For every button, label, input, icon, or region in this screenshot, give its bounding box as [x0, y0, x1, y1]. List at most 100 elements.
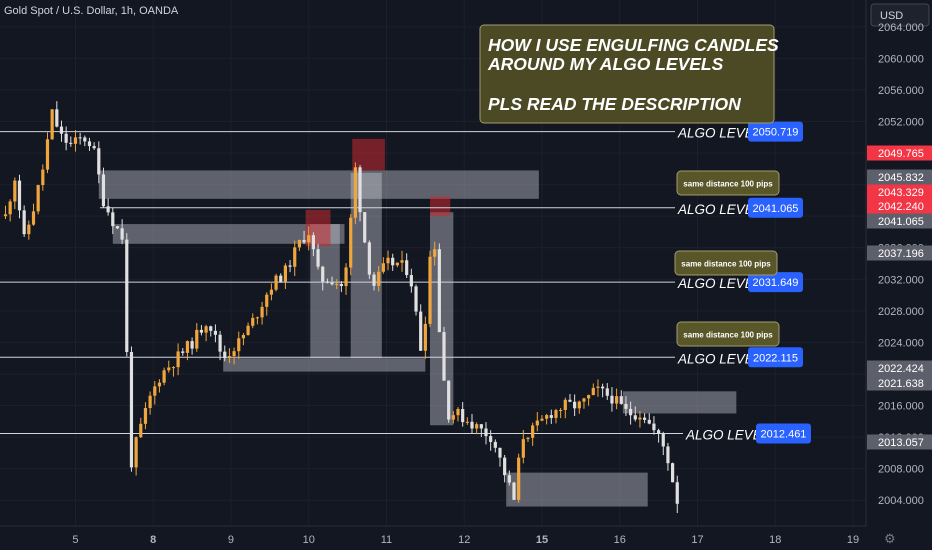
candle-body	[587, 395, 591, 399]
candle-body	[106, 206, 110, 213]
settings-gear-icon[interactable]: ⚙	[884, 531, 896, 546]
candle-body	[409, 275, 413, 287]
candle-body	[610, 395, 614, 404]
time-tick-label: 9	[228, 534, 234, 546]
candle-body	[475, 424, 479, 429]
candle-body	[143, 408, 148, 424]
candle-body	[325, 281, 329, 283]
algo-level-label: ALGO LEVEL	[677, 202, 761, 217]
currency-badge[interactable]	[870, 3, 930, 27]
candle-body	[97, 148, 101, 175]
candle-body	[605, 388, 609, 396]
candle-body	[288, 265, 292, 267]
candle-body	[307, 235, 311, 243]
candle-body	[470, 421, 474, 429]
candle-body	[255, 317, 260, 319]
price-tick-label: 2004.000	[878, 495, 924, 507]
candle-body	[195, 329, 199, 349]
price-axis-background	[866, 0, 932, 550]
candle-body	[302, 239, 306, 243]
candle-body	[661, 433, 665, 447]
time-tick-label: 16	[614, 534, 626, 546]
candle-body	[531, 425, 535, 438]
candle-body	[433, 249, 437, 257]
candle-body	[223, 351, 227, 359]
candle-body	[517, 457, 521, 500]
candle-body	[461, 409, 465, 423]
candle-body	[559, 410, 563, 412]
candle-body	[657, 430, 661, 434]
time-tick-label: 11	[381, 534, 392, 546]
candle-body	[209, 326, 213, 331]
candle-body	[484, 428, 488, 437]
candle-body	[213, 330, 218, 335]
price-zone	[112, 224, 345, 244]
price-zone	[430, 212, 454, 426]
candle-body	[573, 401, 577, 409]
candle-body	[652, 423, 656, 431]
candle-body	[563, 399, 567, 411]
candle-body	[153, 386, 157, 396]
time-axis-background	[0, 526, 866, 550]
candle-body	[199, 329, 204, 333]
candle-body	[120, 228, 124, 240]
candle-body	[87, 141, 92, 147]
time-axis[interactable]: 5 8 9 10 11 12 15 16 17 18 19	[0, 525, 866, 550]
candle-body	[59, 126, 64, 134]
candle-body	[363, 212, 367, 243]
candle-body	[125, 239, 129, 353]
price-tag	[867, 213, 932, 229]
algo-level-label: ALGO LEVEL	[677, 276, 761, 291]
candle-body	[353, 167, 357, 218]
price-tag	[867, 198, 932, 214]
candle-body	[512, 482, 516, 500]
candle-body	[13, 180, 17, 202]
headline-box: HOW I USE ENGULFING CANDLES AROUND MY AL…	[479, 24, 779, 124]
candle-body	[185, 341, 190, 353]
candles	[3, 101, 679, 514]
candle-body	[419, 311, 423, 351]
candle-body	[167, 367, 171, 371]
algo-level-label: ALGO LEVEL	[677, 351, 761, 366]
candle-body	[400, 260, 404, 263]
candle-body	[521, 439, 525, 458]
candle-body	[507, 475, 511, 483]
price-zone	[223, 358, 426, 372]
candle-body	[22, 210, 26, 235]
price-zone	[622, 391, 737, 414]
algo-level-value: 2041.065	[753, 203, 799, 215]
price-tag-value: 2037.196	[878, 248, 924, 260]
candle-body	[643, 417, 647, 420]
candle-body	[3, 214, 8, 217]
candle-body	[554, 410, 558, 418]
candle-body	[335, 283, 339, 285]
candle-body	[246, 325, 250, 335]
algo-level-value: 2012.461	[761, 428, 807, 440]
candle-body	[624, 403, 628, 409]
price-tick-label: 2008.000	[878, 464, 924, 476]
candle-body	[395, 262, 399, 266]
algo-level-value-badge	[748, 347, 803, 368]
time-tick-label: 19	[847, 534, 859, 546]
price-tag-value: 2049.765	[878, 148, 924, 160]
price-tag-value: 2045.832	[878, 172, 924, 184]
candle-body	[27, 224, 31, 235]
symbol-title: Gold Spot / U.S. Dollar, 1h, OANDA	[4, 5, 179, 17]
candle-body	[69, 142, 73, 144]
algo-level-label: ALGO LEVEL	[677, 126, 761, 141]
price-axis[interactable]: USD 2004.0002008.0002012.0002016.0002020…	[865, 0, 932, 550]
price-tags: 2049.765 2045.832 2043.329 2042.240 2041.065…	[867, 145, 932, 450]
candle-body	[45, 139, 50, 170]
candle-body	[148, 395, 152, 409]
algo-level-value: 2022.115	[753, 352, 798, 364]
engulfing-zone	[430, 196, 451, 217]
candle-body	[367, 242, 371, 275]
price-tag	[867, 360, 932, 376]
candle-body	[498, 447, 502, 458]
candle-body	[162, 370, 166, 383]
candle-body	[241, 334, 246, 339]
candle-body	[55, 109, 59, 127]
headline-line-3: PLS READ THE DESCRIPTION	[488, 94, 741, 114]
price-tag-value: 2043.329	[878, 187, 924, 199]
